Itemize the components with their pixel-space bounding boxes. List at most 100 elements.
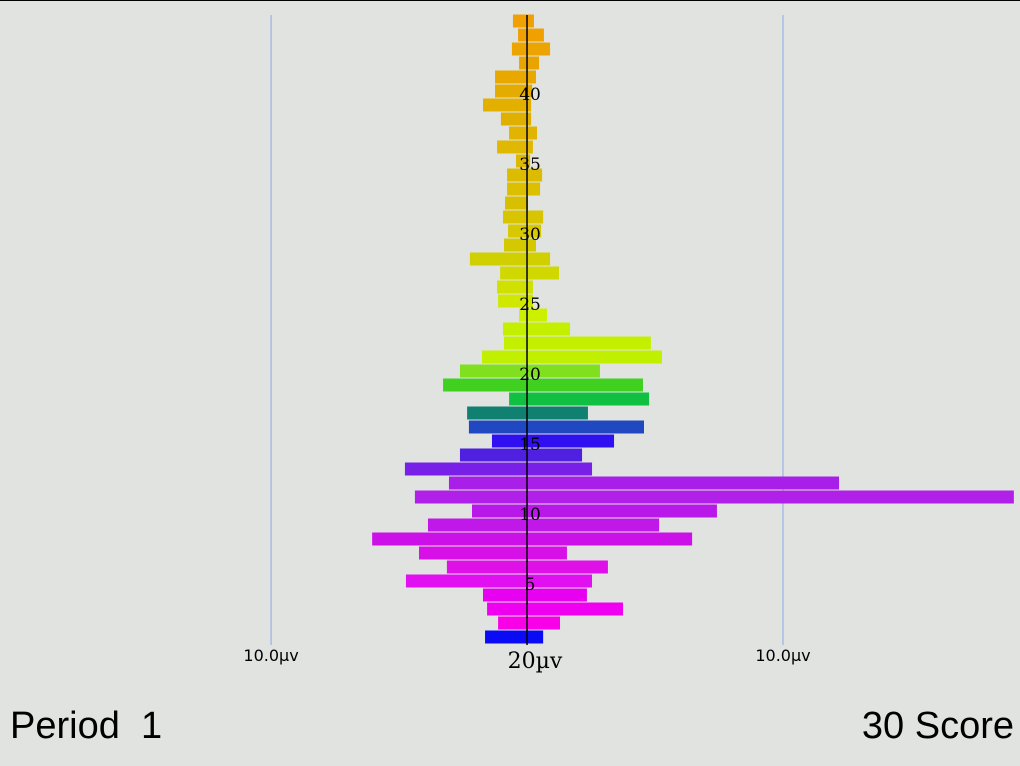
center-scale-label: 20µv [508, 649, 563, 674]
right-bar [527, 336, 651, 350]
left-bar [443, 378, 528, 392]
right-bar [527, 322, 571, 336]
right-bar [527, 70, 536, 84]
left-bar [519, 308, 528, 322]
right-bar [527, 308, 547, 322]
left-bar [518, 28, 528, 42]
right-bar [527, 154, 531, 168]
left-bar [372, 532, 528, 546]
left-bar [511, 42, 528, 56]
right-bar [527, 84, 533, 98]
left-bar [495, 70, 528, 84]
left-bar [467, 406, 528, 420]
right-bar [527, 476, 840, 490]
left-bar [485, 630, 528, 644]
right-bar [527, 588, 587, 602]
y-tick-label: 40 [519, 85, 541, 105]
left-bar [519, 56, 528, 70]
left-bar [487, 602, 528, 616]
right-bar [527, 252, 551, 266]
y-tick-label: 35 [519, 155, 541, 175]
left-bar [469, 252, 528, 266]
right-bar [527, 406, 588, 420]
right-bar [527, 504, 717, 518]
right-bar [527, 378, 643, 392]
right-bar [527, 546, 567, 560]
score-label: 30 Score [862, 705, 1014, 747]
right-bar [527, 210, 544, 224]
scale-label: 10.0µv [755, 646, 810, 665]
right-bar [527, 434, 615, 448]
right-bar [527, 182, 541, 196]
left-bar [509, 126, 528, 140]
y-tick-label: 5 [525, 575, 536, 595]
left-bar [516, 154, 528, 168]
right-bar [527, 28, 544, 42]
y-tick-label: 25 [519, 295, 541, 315]
left-bar [503, 336, 528, 350]
left-bar [482, 98, 528, 112]
left-bar [459, 364, 528, 378]
left-bar [497, 140, 528, 154]
left-bar [502, 322, 528, 336]
right-bar [527, 364, 600, 378]
left-bar [495, 84, 528, 98]
right-bar [527, 490, 1014, 504]
scale-label: 10.0µv [243, 646, 298, 665]
right-bar [527, 350, 662, 364]
right-bar [527, 126, 538, 140]
right-bar [527, 462, 593, 476]
right-bar [527, 140, 533, 154]
right-bar [527, 602, 624, 616]
left-bar [508, 224, 528, 238]
right-bar [527, 448, 583, 462]
right-bar [527, 574, 593, 588]
left-bar [481, 350, 528, 364]
right-bar [527, 266, 560, 280]
left-bar [512, 14, 528, 28]
y-tick-label: 15 [519, 435, 541, 455]
right-bar [527, 518, 660, 532]
left-bar [448, 476, 528, 490]
left-bar [500, 112, 528, 126]
right-bar [527, 56, 540, 70]
left-bar [507, 168, 528, 182]
left-bar [459, 448, 528, 462]
right-bar [527, 420, 644, 434]
right-bar [527, 224, 542, 238]
right-bar [527, 616, 561, 630]
left-bar [498, 294, 528, 308]
right-bar [527, 14, 534, 28]
y-tick-label: 10 [519, 505, 541, 525]
y-tick-label: 20 [519, 365, 541, 385]
left-bar [414, 490, 528, 504]
left-bar [482, 588, 528, 602]
left-bar [505, 196, 528, 210]
left-bar [468, 420, 528, 434]
left-bar [446, 560, 528, 574]
left-bar [471, 504, 528, 518]
left-bar [502, 210, 528, 224]
left-bar [498, 616, 528, 630]
right-bar [527, 98, 532, 112]
right-bar [527, 560, 608, 574]
right-bar [527, 392, 650, 406]
right-bar [527, 168, 543, 182]
y-tick-label: 30 [519, 225, 541, 245]
left-bar [500, 266, 528, 280]
left-bar [491, 434, 528, 448]
right-bar [527, 630, 544, 644]
right-bar [527, 294, 533, 308]
left-bar [507, 182, 528, 196]
left-bar [497, 280, 528, 294]
right-bar [527, 532, 693, 546]
left-bar [427, 518, 528, 532]
left-bar [404, 462, 528, 476]
right-bar [527, 238, 536, 252]
left-bar [405, 574, 528, 588]
right-bar [527, 112, 532, 126]
left-bar [503, 238, 528, 252]
left-bar [419, 546, 528, 560]
